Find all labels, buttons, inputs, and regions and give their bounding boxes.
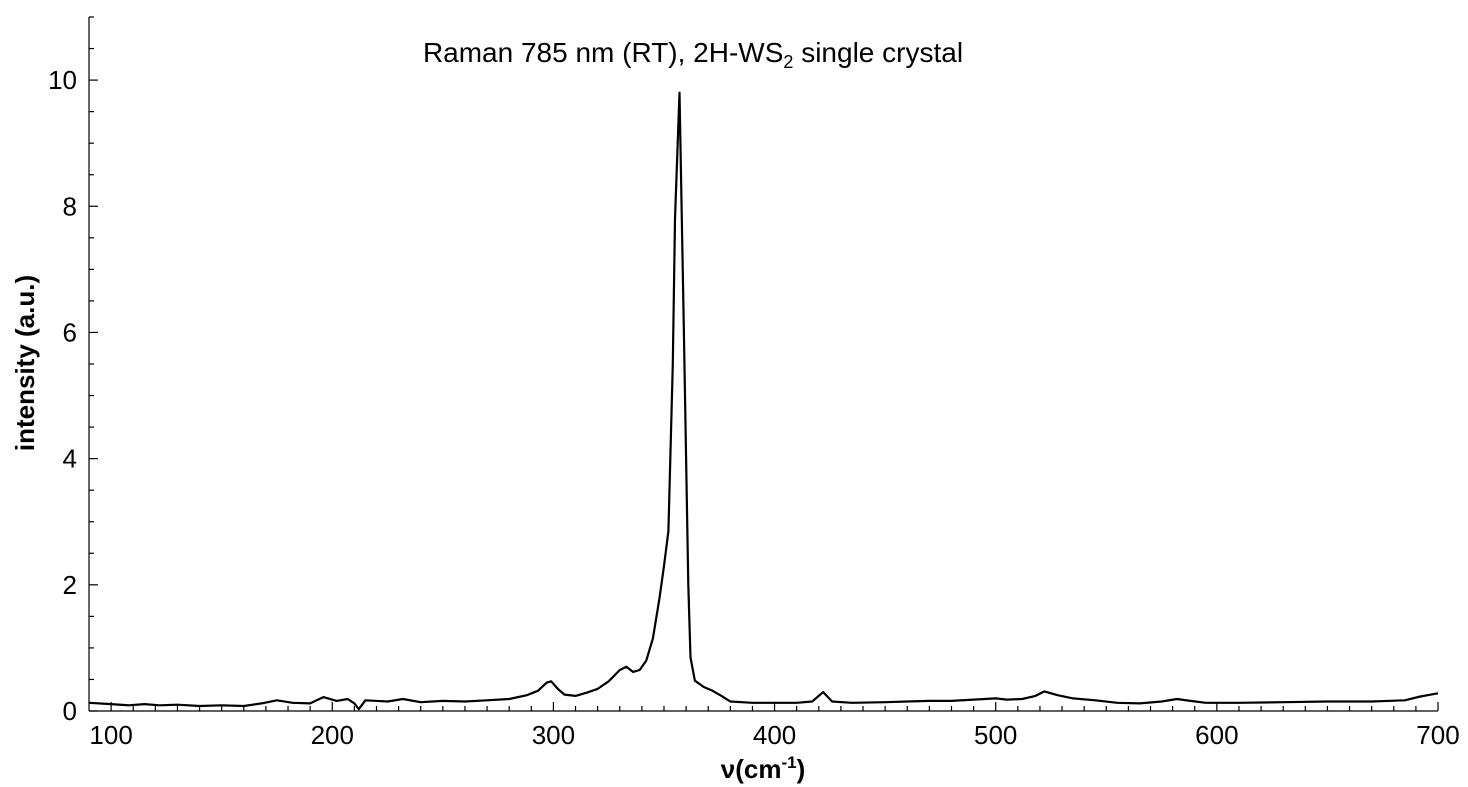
x-tick-label: 300 [532,720,575,750]
chart-title-subscript: 2 [783,52,793,72]
y-tick-label: 10 [48,65,77,95]
x-axis-label: ν(cm-1) [721,753,806,784]
x-tick-label: 600 [1195,720,1238,750]
y-axis-label: intensity (a.u.) [10,275,40,451]
y-tick-label: 4 [63,444,77,474]
x-axis-label-tail: ) [797,754,806,784]
x-tick-label: 100 [89,720,132,750]
y-tick-label: 8 [63,191,77,221]
x-tick-label: 200 [311,720,354,750]
spectrum-series-line [88,91,1439,711]
y-tick-label: 0 [63,696,77,726]
series-layer [88,91,1439,711]
chart-title: Raman 785 nm (RT), 2H-WS2 single crystal [423,37,963,72]
x-tick-label: 700 [1416,720,1459,750]
tick-labels: 100 200 300 400 500 600 700 0 2 4 6 8 10 [48,65,1460,750]
x-tick-label: 400 [753,720,796,750]
y-tick-label: 6 [63,317,77,347]
x-axis-label-main: ν(cm [721,754,782,784]
x-tick-label: 500 [974,720,1017,750]
x-axis-label-superscript: -1 [781,753,796,772]
chart-title-tail: single crystal [793,37,963,68]
chart-title-main: Raman 785 nm (RT), 2H-WS [423,37,783,68]
axes [88,17,1438,712]
y-tick-label: 2 [63,570,77,600]
tick-marks [89,16,1439,712]
